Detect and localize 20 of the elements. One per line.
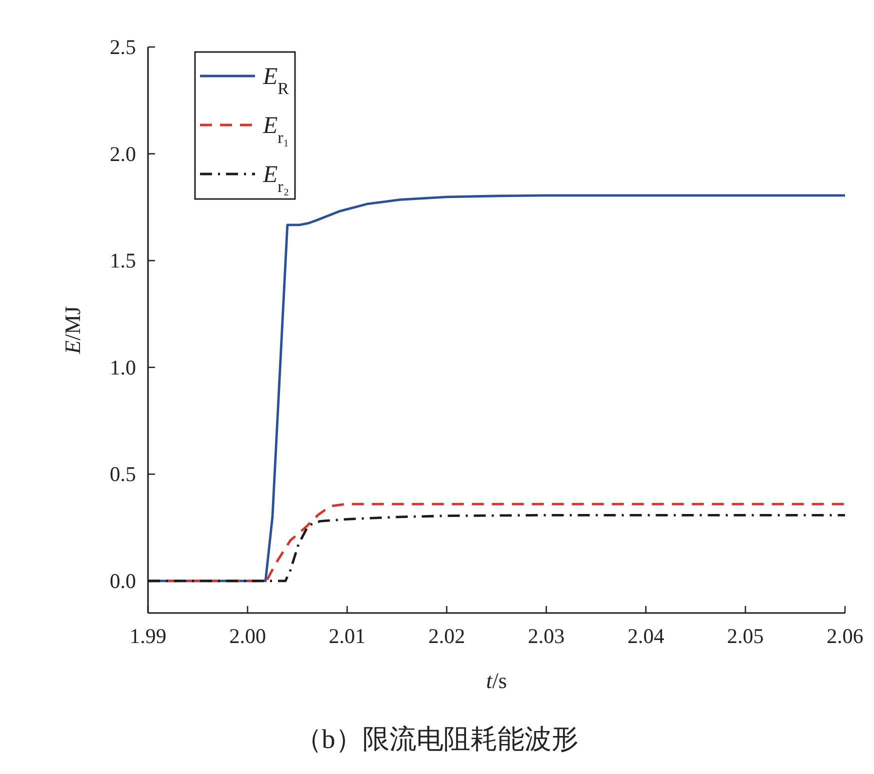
x-tick-label: 2.03 xyxy=(528,624,565,648)
x-tick-label: 2.02 xyxy=(428,624,466,648)
legend-label: E$_{r₂}$ xyxy=(262,162,290,196)
y-tick-label: 2.0 xyxy=(110,142,136,166)
y-tick-label: 2.5 xyxy=(110,35,136,59)
x-tick-label: 2.04 xyxy=(627,624,665,648)
legend-label: E$_{r₁}$ xyxy=(262,113,290,146)
y-tick-label: 0.0 xyxy=(110,568,136,593)
y-tick-label: 0.5 xyxy=(110,462,136,486)
x-tick-label: 2.01 xyxy=(328,624,366,648)
y-tick-label: 1.0 xyxy=(110,355,136,380)
y-axis-title: E/MJ xyxy=(60,306,85,355)
x-tick-label: 1.99 xyxy=(130,624,166,648)
x-tick-label: 2.00 xyxy=(229,624,266,648)
text: （b）限流电阻耗能波形 xyxy=(294,724,578,754)
x-tick-label: 2.05 xyxy=(727,624,764,648)
x-axis-title: t/s xyxy=(486,668,507,693)
x-tick-label: 2.06 xyxy=(826,624,864,648)
y-tick-label: 1.5 xyxy=(110,248,136,273)
legend-label: E$_{R}$ xyxy=(262,64,290,98)
